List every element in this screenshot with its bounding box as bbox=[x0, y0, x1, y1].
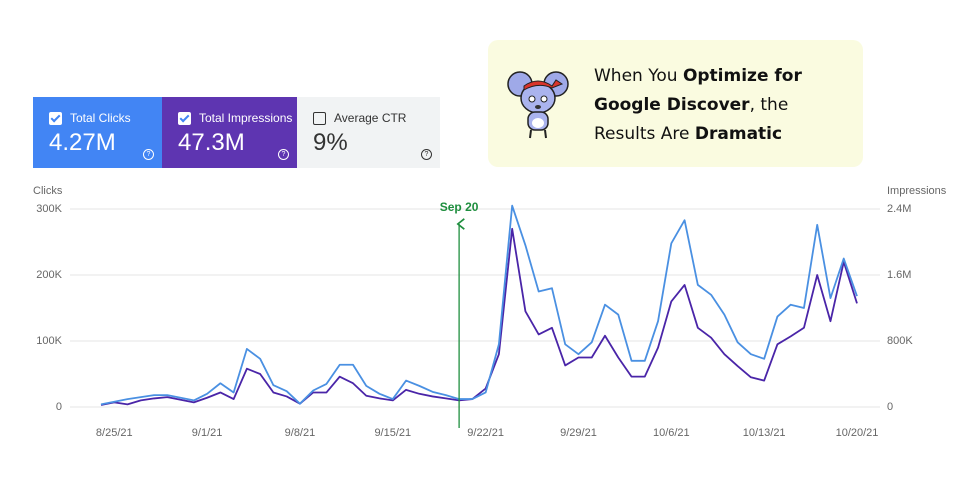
checkbox bbox=[178, 111, 191, 125]
x-tick-label: 9/29/21 bbox=[560, 427, 597, 439]
card-label: Total Impressions bbox=[199, 111, 293, 125]
y-tick-label: 100K bbox=[36, 335, 62, 347]
checkbox bbox=[49, 111, 62, 125]
callout-segment: When You bbox=[594, 66, 683, 86]
x-tick-label: 9/8/21 bbox=[285, 427, 316, 439]
callout: When You Optimize for Google Discover, th… bbox=[488, 40, 863, 167]
x-tick-label: 10/6/21 bbox=[653, 427, 690, 439]
card-value: 9% bbox=[313, 129, 348, 156]
callout-segment: Google Discover bbox=[594, 95, 750, 115]
y2-tick-label: 1.6M bbox=[887, 269, 911, 281]
card-label-row: Total Impressions bbox=[178, 111, 297, 125]
card-value: 4.27M bbox=[49, 129, 116, 156]
card-label-row: Total Clicks bbox=[49, 111, 162, 125]
y-tick-label: 200K bbox=[36, 269, 62, 281]
y-axis-title: Clicks bbox=[33, 185, 63, 197]
help-icon: ? bbox=[143, 149, 154, 160]
callout-segment: Results Are bbox=[594, 124, 695, 144]
metric-card: Total Impressions 47.3M? bbox=[162, 97, 297, 168]
callout-segment: , the bbox=[749, 95, 789, 115]
x-tick-label: 9/15/21 bbox=[374, 427, 411, 439]
metric-card: Total Clicks 4.27M? bbox=[33, 97, 162, 168]
checkbox bbox=[313, 111, 326, 125]
card-label-row: Average CTR bbox=[313, 111, 440, 125]
callout-line: Results Are Dramatic bbox=[594, 120, 802, 149]
card-value: 47.3M bbox=[178, 129, 245, 156]
help-icon: ? bbox=[278, 149, 289, 160]
x-tick-label: 9/22/21 bbox=[467, 427, 504, 439]
y2-tick-label: 0 bbox=[887, 401, 893, 413]
mascot bbox=[507, 71, 569, 139]
y-tick-label: 0 bbox=[56, 401, 62, 413]
y-tick-label: 300K bbox=[36, 203, 62, 215]
callout-text: When You Optimize for Google Discover, th… bbox=[594, 62, 802, 149]
metric-card: Average CTR 9%? bbox=[297, 97, 440, 168]
callout-segment: Dramatic bbox=[694, 124, 783, 144]
series-line bbox=[100, 204, 858, 406]
y2-axis-title: Impressions bbox=[887, 185, 947, 197]
x-tick-label: 9/1/21 bbox=[192, 427, 223, 439]
series-line bbox=[100, 227, 858, 406]
card-label: Total Clicks bbox=[70, 111, 131, 125]
x-tick-label: 8/25/21 bbox=[96, 427, 133, 439]
y2-tick-label: 2.4M bbox=[887, 203, 911, 215]
annotation-label: Sep 20 bbox=[440, 200, 479, 214]
callout-line: Google Discover, the bbox=[594, 91, 802, 120]
callout-line: When You Optimize for bbox=[594, 62, 802, 91]
y2-tick-label: 800K bbox=[887, 335, 913, 347]
callout-segment: Optimize for bbox=[682, 66, 802, 86]
x-tick-label: 10/13/21 bbox=[743, 427, 786, 439]
x-tick-label: 10/20/21 bbox=[836, 427, 879, 439]
card-label: Average CTR bbox=[334, 111, 407, 125]
help-icon: ? bbox=[421, 149, 432, 160]
